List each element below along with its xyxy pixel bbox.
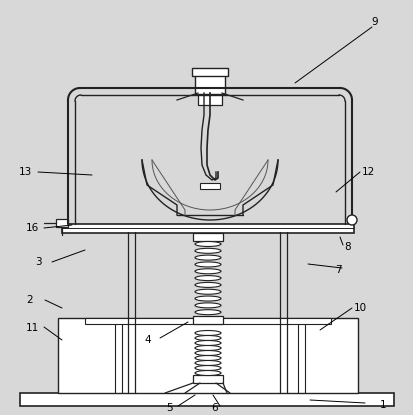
Bar — [192, 68, 228, 76]
Text: 3: 3 — [35, 257, 41, 267]
Text: 12: 12 — [361, 167, 374, 177]
Bar — [199, 183, 219, 189]
Ellipse shape — [195, 242, 221, 247]
Ellipse shape — [195, 296, 221, 301]
Text: 11: 11 — [25, 323, 38, 333]
Bar — [197, 93, 221, 105]
Ellipse shape — [195, 335, 221, 340]
Ellipse shape — [195, 276, 221, 281]
Ellipse shape — [195, 330, 221, 335]
Bar — [192, 316, 223, 324]
Text: 1: 1 — [379, 400, 385, 410]
Bar — [56, 219, 68, 227]
Bar — [58, 318, 357, 393]
Text: 7: 7 — [334, 265, 340, 275]
Text: 2: 2 — [26, 295, 33, 305]
Bar — [192, 375, 223, 383]
Ellipse shape — [195, 303, 221, 308]
Ellipse shape — [195, 262, 221, 267]
Text: 5: 5 — [166, 403, 173, 413]
Bar — [62, 224, 353, 233]
Bar — [20, 393, 393, 406]
Bar — [195, 75, 224, 94]
Ellipse shape — [195, 289, 221, 294]
Text: 8: 8 — [344, 242, 351, 252]
Text: 6: 6 — [211, 403, 218, 413]
Text: 4: 4 — [144, 335, 151, 345]
Ellipse shape — [195, 255, 221, 260]
Ellipse shape — [195, 346, 221, 351]
Text: 13: 13 — [18, 167, 31, 177]
Ellipse shape — [195, 366, 221, 371]
Text: 9: 9 — [371, 17, 377, 27]
Ellipse shape — [195, 361, 221, 366]
Ellipse shape — [195, 371, 221, 376]
Ellipse shape — [195, 356, 221, 361]
Text: 10: 10 — [353, 303, 366, 313]
Ellipse shape — [195, 351, 221, 356]
Circle shape — [346, 215, 356, 225]
Ellipse shape — [195, 310, 221, 315]
Ellipse shape — [195, 283, 221, 288]
Text: 16: 16 — [25, 223, 38, 233]
Bar — [192, 233, 223, 241]
Ellipse shape — [195, 248, 221, 253]
Ellipse shape — [195, 340, 221, 346]
Ellipse shape — [195, 269, 221, 274]
Bar — [85, 318, 330, 324]
